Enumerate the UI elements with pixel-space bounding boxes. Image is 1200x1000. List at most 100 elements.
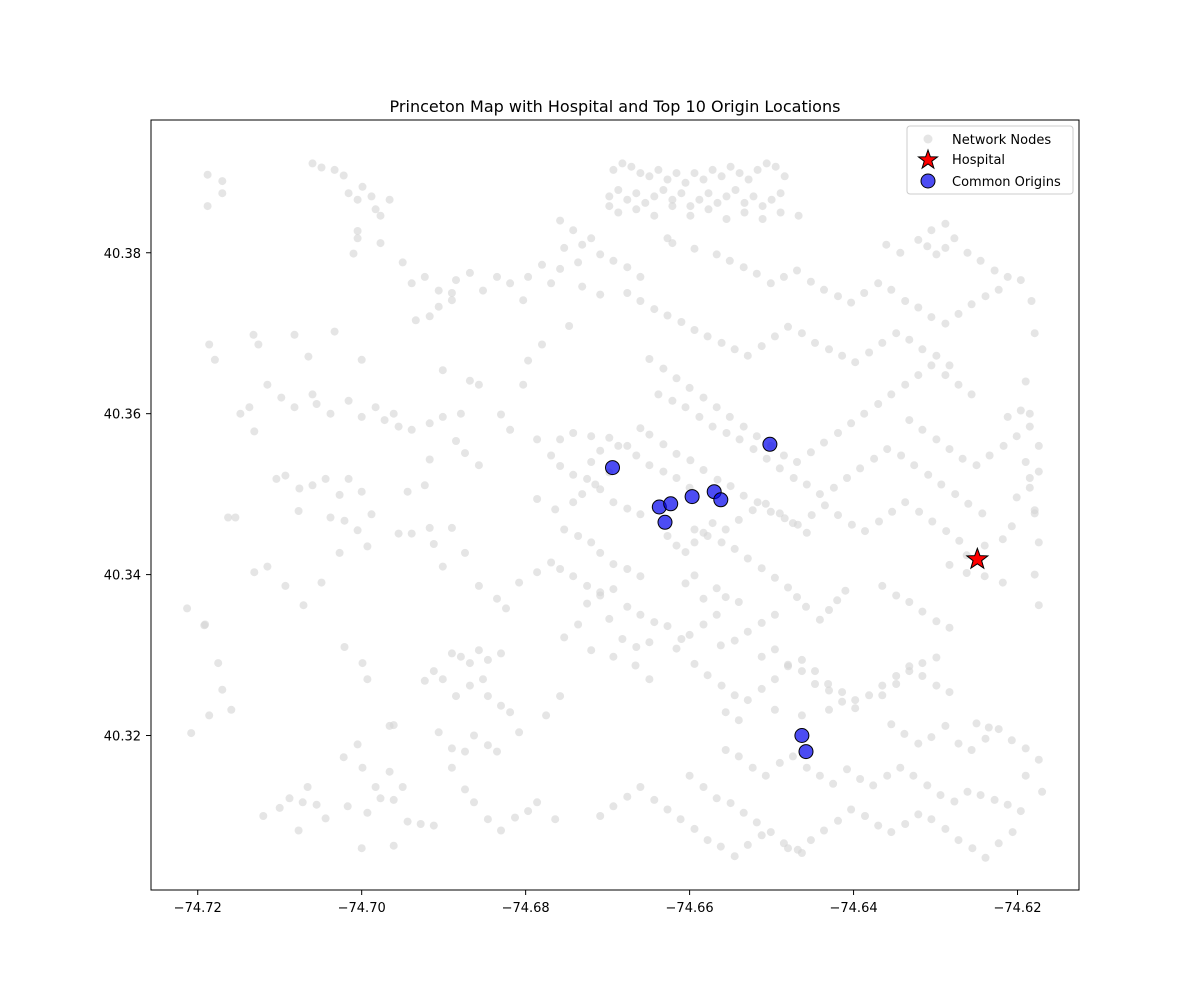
network-node-point <box>685 771 694 780</box>
network-node-point <box>578 240 587 249</box>
network-node-point <box>734 515 743 524</box>
network-node-point <box>474 380 483 389</box>
network-node-point <box>214 659 223 668</box>
network-node-point <box>249 330 258 339</box>
network-node-point <box>218 685 227 694</box>
network-node-point <box>447 523 456 532</box>
network-node-point <box>569 429 578 437</box>
network-node-point <box>712 584 721 593</box>
network-node-point <box>650 305 659 314</box>
legend-marker-hospital <box>917 148 939 170</box>
network-node-point <box>407 425 416 434</box>
network-node-point <box>945 560 954 569</box>
network-node-point <box>254 340 263 349</box>
network-node-point <box>928 517 937 526</box>
network-node-point <box>887 720 896 729</box>
network-node-point <box>896 248 905 257</box>
network-node-point <box>290 330 299 339</box>
network-node-point <box>967 390 976 399</box>
network-node-point <box>461 785 469 794</box>
network-node-point <box>936 791 945 800</box>
network-node-point <box>389 795 398 804</box>
network-node-point <box>456 409 465 418</box>
network-node-point <box>834 292 842 301</box>
network-node-point <box>914 810 923 819</box>
network-node-point <box>788 519 797 528</box>
network-node-point <box>317 578 326 587</box>
network-node-point <box>892 672 901 680</box>
network-node-point <box>686 456 695 465</box>
network-node-point <box>547 451 556 460</box>
network-node-point <box>668 202 677 211</box>
network-node-point <box>452 692 460 701</box>
network-node-point <box>551 505 560 514</box>
network-node-point <box>605 202 614 211</box>
network-node-point <box>820 826 828 835</box>
network-node-point <box>708 422 717 431</box>
network-node-point <box>447 744 456 753</box>
network-node-point <box>927 226 936 235</box>
network-node-point <box>425 312 434 321</box>
network-node-point <box>321 814 330 823</box>
network-node-point <box>363 542 372 551</box>
network-node-point <box>1034 538 1043 547</box>
network-node-point <box>878 691 887 700</box>
network-node-point <box>712 250 721 259</box>
network-node-point <box>901 380 910 389</box>
network-node-point <box>918 425 927 434</box>
network-node-point <box>793 266 801 275</box>
network-node-point <box>1034 601 1043 610</box>
network-node-point <box>941 371 950 380</box>
network-node-point <box>668 396 677 405</box>
network-node-point <box>277 393 286 402</box>
network-node-point <box>218 177 227 186</box>
network-node-point <box>636 783 645 791</box>
network-node-point <box>766 828 775 837</box>
network-node-point <box>730 691 739 700</box>
network-node-point <box>767 195 776 204</box>
network-node-point <box>717 538 726 547</box>
network-node-point <box>330 327 339 336</box>
network-node-point <box>712 610 721 619</box>
network-node-point <box>981 292 990 301</box>
network-node-point <box>914 303 923 312</box>
network-node-point <box>623 263 632 272</box>
network-node-point <box>770 332 779 341</box>
network-node-point <box>569 226 578 235</box>
network-node-point <box>874 400 883 408</box>
network-node-point <box>1003 412 1012 421</box>
network-node-point <box>551 815 560 824</box>
network-node-point <box>672 449 681 458</box>
network-node-point <box>1003 272 1012 281</box>
network-node-point <box>245 403 254 412</box>
network-node-point <box>524 356 533 365</box>
network-node-point <box>330 165 339 174</box>
network-node-point <box>1007 522 1016 531</box>
network-node-point <box>748 763 757 772</box>
network-node-point <box>749 445 758 454</box>
network-node-point <box>493 272 501 281</box>
network-node-point <box>941 219 950 228</box>
network-node-point <box>865 348 874 357</box>
network-node-point <box>479 286 487 295</box>
network-node-point <box>224 513 233 522</box>
x-axis: −74.72 −74.70 −74.68 −74.66 −74.64 −74.62 <box>174 890 1042 916</box>
network-node-point <box>596 446 605 455</box>
network-node-point <box>739 263 748 272</box>
network-node-point <box>672 541 681 550</box>
network-node-point <box>708 519 717 528</box>
network-node-point <box>367 192 376 201</box>
network-node-point <box>802 480 811 489</box>
network-node-point <box>623 441 632 450</box>
network-node-point <box>183 604 192 613</box>
network-node-point <box>411 316 420 325</box>
network-node-point <box>434 302 443 311</box>
network-node-point <box>250 568 259 577</box>
network-node-point <box>887 285 896 294</box>
network-node-point <box>343 802 352 811</box>
network-node-point <box>650 618 659 627</box>
network-node-point <box>677 189 686 198</box>
network-node-point <box>389 721 398 730</box>
network-node-point <box>663 234 672 243</box>
network-node-point <box>497 701 505 710</box>
